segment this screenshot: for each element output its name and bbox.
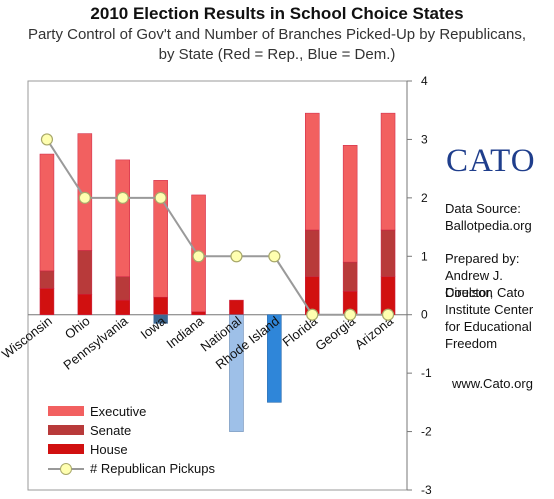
prepared-by-label: Prepared by: [445, 251, 520, 266]
y-tick-label: -3 [421, 483, 432, 497]
bar-house-pennsylvania [115, 299, 130, 315]
author-name: Andrew J. Coulson [445, 268, 503, 300]
legend-swatch-senate [48, 425, 84, 435]
legend-item-executive: Executive [44, 402, 204, 421]
bar-executive-arizona [380, 112, 396, 231]
chart-legend: Executive Senate House # Republican Pick… [44, 402, 215, 478]
legend-label-senate: Senate [90, 423, 132, 438]
pickup-point-florida [306, 308, 319, 321]
bar-house-iowa [153, 296, 168, 315]
bar-house-ohio [77, 294, 93, 315]
bar-senate-florida [305, 229, 320, 277]
bar-house-indiana [191, 311, 206, 315]
website-text: www.Cato.org [452, 376, 533, 391]
bar-executive-iowa [153, 180, 168, 298]
bar-dem-national [229, 314, 244, 432]
bar-executive-wisconsin [39, 153, 55, 272]
pickup-point-arizona [381, 308, 395, 321]
pickup-point-wisconsin [40, 133, 54, 146]
bar-senate-pennsylvania [115, 276, 130, 301]
y-tick-label: 3 [421, 132, 428, 146]
legend-swatch-house [48, 444, 84, 454]
legend-item-house: House [44, 440, 204, 459]
data-source-label: Data Source: [445, 201, 521, 216]
pickup-point-iowa [154, 191, 167, 204]
y-tick-label: 1 [421, 249, 428, 263]
x-tick-label-wisconsin: Wisconsin [0, 313, 55, 361]
pickup-point-national [230, 250, 243, 263]
pickup-point-georgia [344, 308, 357, 321]
pickup-point-pennsylvania [116, 191, 129, 204]
legend-item-pickups: # Republican Pickups [44, 459, 215, 478]
pickup-point-rhode-island [268, 250, 281, 263]
chart-title: 2010 Election Results in School Choice S… [90, 4, 464, 23]
bar-senate-wisconsin [39, 270, 55, 289]
pickup-point-ohio [78, 191, 91, 204]
bar-senate-georgia [342, 261, 358, 292]
legend-label-house: House [90, 442, 128, 457]
pickup-point-indiana [192, 250, 205, 263]
author-role-2: Institute Center [445, 302, 534, 317]
author-role-1: Director, Cato [445, 285, 525, 300]
bar-executive-florida [305, 112, 320, 231]
y-tick-label: 4 [421, 74, 428, 88]
bar-executive-pennsylvania [115, 159, 130, 277]
pickups-line [46, 138, 389, 316]
legend-swatch-executive [48, 406, 84, 416]
legend-marker-pickups [60, 463, 72, 475]
legend-label-executive: Executive [90, 404, 147, 419]
chart-subtitle-line2: by State (Red = Rep., Blue = Dem.) [158, 46, 396, 63]
bar-dem-iowa [153, 314, 168, 324]
bar-senate-ohio [77, 250, 93, 295]
y-tick-label: -2 [421, 425, 432, 439]
bar-senate-arizona [380, 229, 396, 277]
data-source-value: Ballotpedia.org [445, 218, 532, 233]
author-role-3: for Educational [445, 319, 532, 334]
x-tick-label-ohio: Ohio [62, 313, 93, 342]
bar-dem-upper-rhode-island [267, 314, 282, 403]
bar-house-national [229, 299, 244, 315]
bar-house-wisconsin [39, 288, 55, 315]
cato-logo: CATO [446, 143, 536, 179]
author-role-4: Freedom [445, 336, 498, 351]
y-tick-label: -1 [421, 366, 432, 380]
y-tick-label: 2 [421, 191, 428, 205]
legend-label-pickups: # Republican Pickups [90, 461, 216, 476]
bar-executive-georgia [342, 145, 358, 263]
chart-subtitle-line1: Party Control of Gov't and Number of Bra… [27, 26, 527, 43]
legend-item-senate: Senate [44, 421, 204, 440]
y-tick-label: 0 [421, 308, 428, 322]
